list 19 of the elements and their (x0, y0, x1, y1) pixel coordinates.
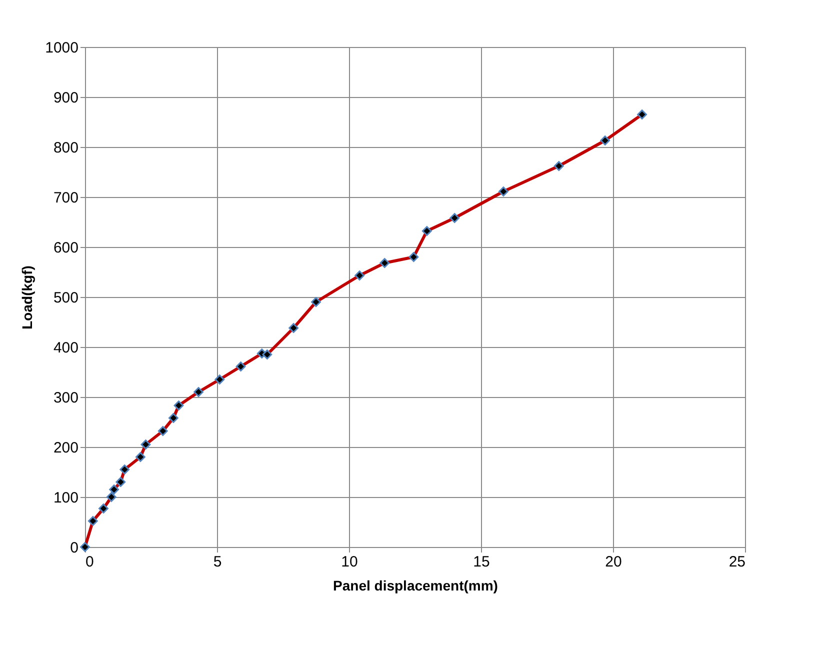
y-tick-label: 0 (70, 540, 78, 556)
x-tick-label: 0 (86, 554, 94, 570)
x-tick-label: 25 (728, 554, 746, 570)
y-tick-label: 400 (53, 340, 78, 356)
x-tick-label: 10 (341, 554, 358, 570)
y-tick-label: 200 (53, 440, 78, 456)
x-axis-title: Panel displacement(mm) (333, 578, 498, 594)
y-tick-label: 100 (53, 490, 78, 506)
y-tick-label: 500 (53, 290, 78, 306)
y-axis-title: Load(kgf) (19, 266, 36, 330)
y-tick-label: 600 (53, 240, 78, 256)
y-tick-label: 1000 (45, 40, 78, 56)
y-tick-label: 800 (53, 140, 78, 156)
x-tick-label: 5 (213, 554, 222, 570)
y-tick-label: 900 (53, 90, 78, 106)
x-tick-label: 20 (605, 554, 622, 570)
x-tick-label: 15 (473, 554, 490, 570)
y-tick-label: 700 (53, 190, 78, 206)
y-tick-label: 300 (53, 390, 78, 406)
